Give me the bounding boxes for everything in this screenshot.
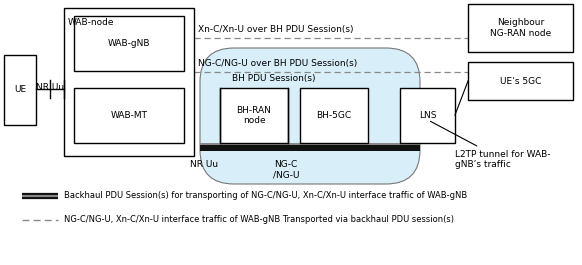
Bar (300, 88, 368, 143)
Bar (220, 88, 288, 143)
Text: LNS: LNS (419, 111, 436, 120)
Text: BH-RAN
node: BH-RAN node (236, 106, 271, 125)
Bar (64, 8, 194, 156)
Text: UE: UE (14, 86, 26, 95)
Text: NG-C/NG-U, Xn-C/Xn-U interface traffic of WAB-gNB Transported via backhaul PDU s: NG-C/NG-U, Xn-C/Xn-U interface traffic o… (64, 215, 454, 224)
Text: Backhaul PDU Session(s) for transporting of NG-C/NG-U, Xn-C/Xn-U interface traff: Backhaul PDU Session(s) for transporting… (64, 192, 467, 201)
Bar (400, 88, 455, 143)
FancyBboxPatch shape (200, 48, 420, 184)
Bar (200, 143, 420, 151)
Bar (74, 88, 184, 143)
Text: WAB-node: WAB-node (68, 18, 115, 27)
Text: NG-C
/NG-U: NG-C /NG-U (273, 160, 299, 179)
Text: BH-5GC: BH-5GC (317, 111, 352, 120)
Text: WAB-MT: WAB-MT (111, 111, 147, 120)
Text: Neighbour
NG-RAN node: Neighbour NG-RAN node (490, 18, 551, 38)
Text: WAB-gNB: WAB-gNB (108, 39, 150, 48)
Text: NG-C/NG-U over BH PDU Session(s): NG-C/NG-U over BH PDU Session(s) (198, 59, 357, 68)
Text: UE’s 5GC: UE’s 5GC (500, 77, 541, 86)
Text: L2TP tunnel for WAB-
gNB’s traffic: L2TP tunnel for WAB- gNB’s traffic (431, 121, 551, 169)
Bar (4, 55, 36, 125)
Text: NR Uu: NR Uu (190, 160, 218, 169)
Text: Xn-C/Xn-U over BH PDU Session(s): Xn-C/Xn-U over BH PDU Session(s) (198, 25, 353, 34)
Text: BH PDU Session(s): BH PDU Session(s) (232, 74, 315, 83)
Text: NR Uu: NR Uu (36, 82, 64, 91)
Bar (468, 62, 573, 100)
Bar (200, 143, 420, 145)
Bar (468, 4, 573, 52)
Bar (74, 16, 184, 71)
